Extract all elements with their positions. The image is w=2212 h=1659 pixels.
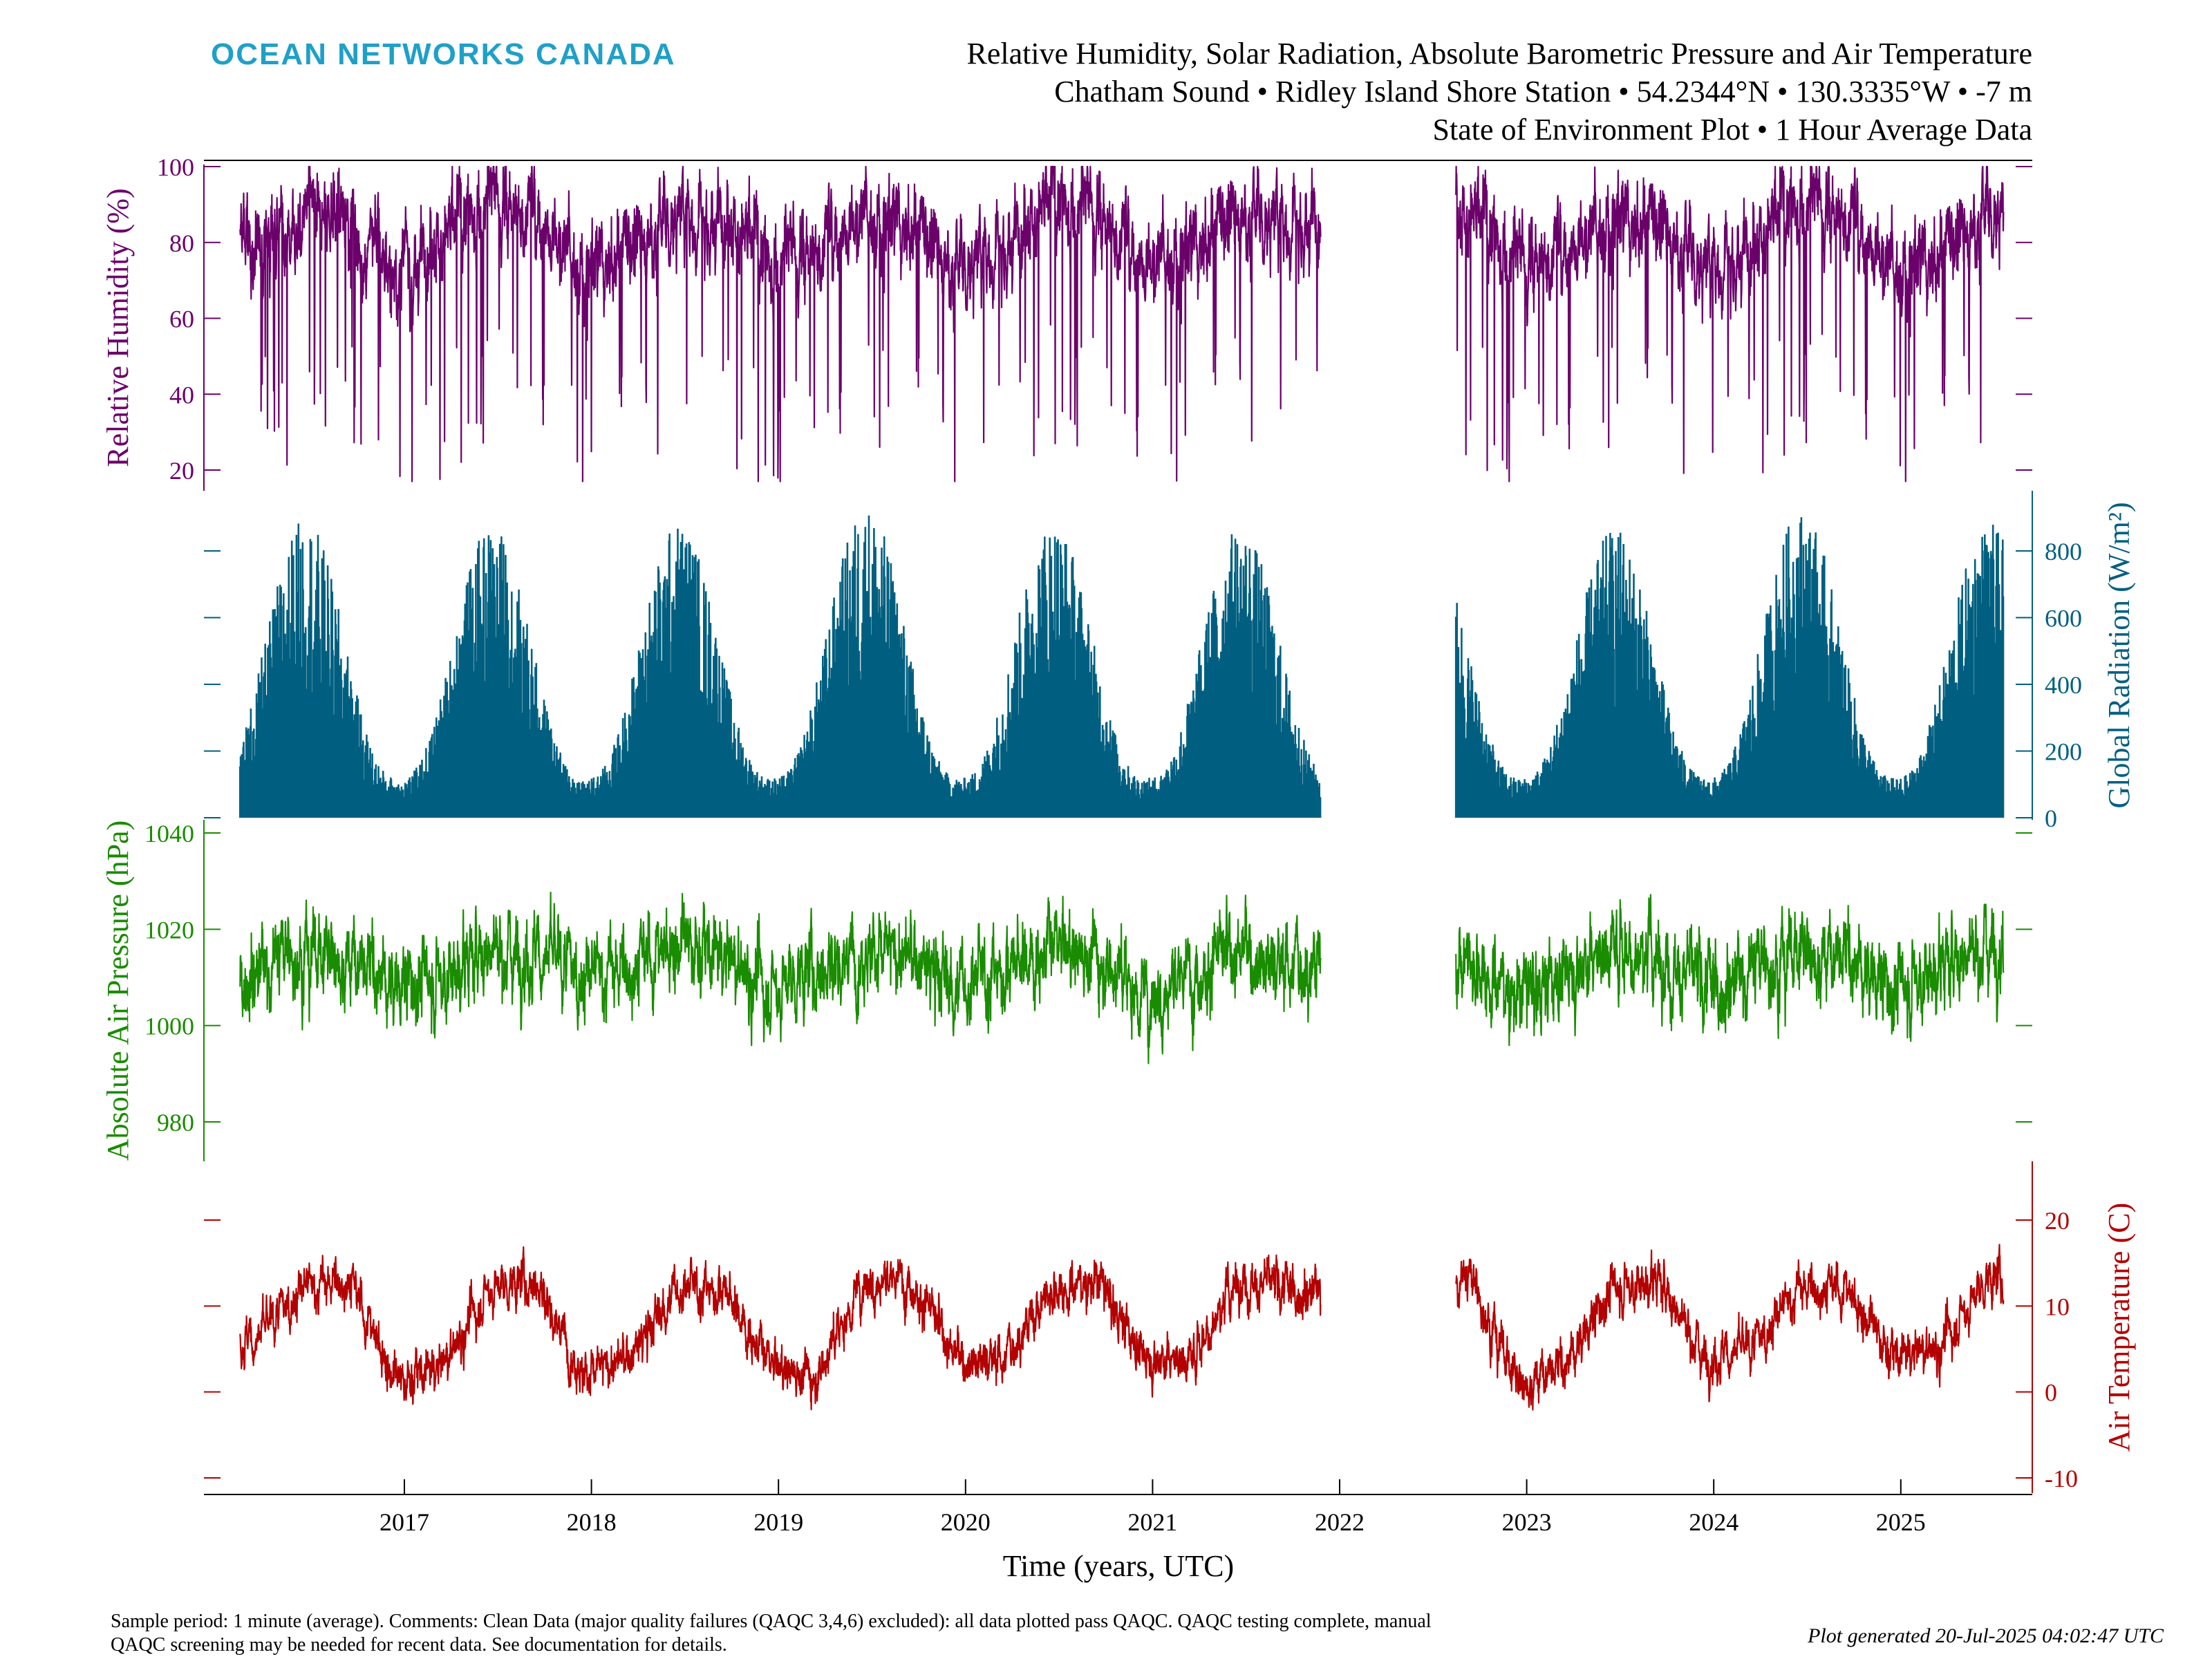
y-tick-label: 60: [169, 306, 194, 333]
footer-note-line-2: QAQC screening may be needed for recent …: [111, 1634, 727, 1656]
x-tick-label: 2017: [379, 1508, 429, 1536]
absolute-air-pressure-series-segment-2: [1455, 894, 2005, 1047]
y-axis-label: Global Radiation (W/m²): [2102, 502, 2136, 808]
plot-generated-timestamp: Plot generated 20-Jul-2025 04:02:47 UTC: [1807, 1624, 2164, 1647]
y-tick-label: 800: [2045, 538, 2082, 565]
y-tick-label: 200: [2045, 738, 2082, 766]
x-axis-label: Time (years, UTC): [1003, 1549, 1234, 1583]
y-tick-label: 400: [2045, 671, 2082, 699]
x-tick-label: 2022: [1315, 1508, 1365, 1536]
air-temperature-series-segment-2: [1455, 1244, 2005, 1411]
y-axis-label: Relative Humidity (%): [101, 188, 135, 467]
relative-humidity-series-segment-1: [239, 165, 1322, 482]
y-tick-label: 20: [2045, 1207, 2070, 1235]
y-tick-label: 1040: [144, 820, 194, 847]
x-tick-label: 2018: [567, 1508, 617, 1536]
chart-title-line: State of Environment Plot • 1 Hour Avera…: [1433, 113, 2033, 147]
y-tick-label: 980: [157, 1109, 194, 1136]
x-tick-label: 2020: [941, 1508, 991, 1536]
y-tick-label: 1020: [144, 916, 194, 944]
air-temperature-series-segment-1: [239, 1246, 1322, 1411]
y-tick-label: 0: [2045, 805, 2057, 832]
y-tick-label: -10: [2045, 1465, 2078, 1492]
relative-humidity-series-segment-2: [1455, 165, 2005, 482]
y-axis-label: Absolute Air Pressure (hPa): [101, 821, 135, 1161]
y-tick-label: 40: [169, 381, 194, 409]
y-axis-label: Air Temperature (C): [2102, 1203, 2136, 1452]
y-tick-label: 0: [2045, 1379, 2057, 1407]
radiation-bars-segment-1: [239, 515, 1322, 818]
chart-title-line: Chatham Sound • Ridley Island Shore Stat…: [1054, 75, 2032, 109]
x-tick-label: 2025: [1876, 1508, 1926, 1536]
x-tick-label: 2019: [753, 1508, 803, 1536]
absolute-air-pressure-series-segment-1: [239, 891, 1322, 1065]
x-tick-label: 2024: [1689, 1508, 1738, 1536]
y-tick-label: 1000: [144, 1013, 194, 1040]
footer-note-line-1: Sample period: 1 minute (average). Comme…: [111, 1611, 1432, 1632]
y-tick-label: 20: [169, 457, 194, 485]
y-tick-label: 100: [157, 153, 194, 181]
radiation-bars-segment-2: [1454, 517, 2005, 818]
ocean-networks-canada-logo: OCEAN NETWORKS CANADA: [211, 37, 676, 71]
x-tick-label: 2023: [1502, 1508, 1552, 1536]
chart-title-line: Relative Humidity, Solar Radiation, Abso…: [967, 37, 2032, 71]
y-tick-label: 600: [2045, 605, 2082, 632]
y-tick-label: 10: [2045, 1293, 2070, 1320]
x-tick-label: 2021: [1127, 1508, 1177, 1536]
y-tick-label: 80: [169, 229, 194, 257]
